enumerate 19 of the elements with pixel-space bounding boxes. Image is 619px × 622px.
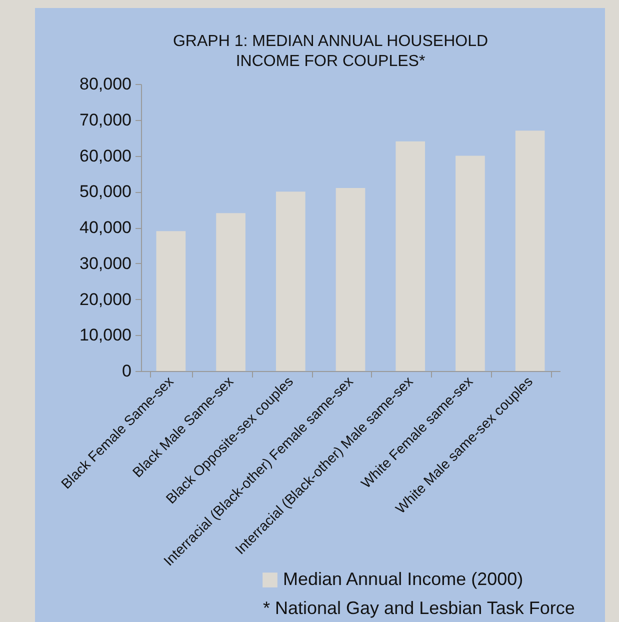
- text: * National Gay and Lesbian Task Force: [263, 598, 575, 618]
- bar: [336, 188, 366, 371]
- bar: [156, 231, 186, 371]
- bar: [276, 192, 306, 371]
- bar: [456, 156, 485, 371]
- y-tick-label: 40,000: [80, 218, 132, 237]
- y-tick-label: 80,000: [80, 74, 132, 94]
- legend-label: Median Annual Income (2000): [283, 569, 524, 589]
- y-tick-label: 10,000: [80, 326, 132, 345]
- bar: [216, 213, 246, 371]
- y-tick-label: 60,000: [80, 146, 132, 166]
- y-tick-label: 50,000: [80, 182, 132, 202]
- chart-title: GRAPH 1: MEDIAN ANNUAL HOUSEHOLD INCOME FOR COUPLES*: [172, 33, 488, 70]
- y-tick-label: 30,000: [80, 254, 132, 273]
- bar: [515, 130, 545, 371]
- y-tick-label: 0: [122, 362, 132, 380]
- y-tick-label: 20,000: [80, 290, 132, 309]
- y-tick-label: 70,000: [80, 110, 132, 130]
- bar: [396, 141, 426, 371]
